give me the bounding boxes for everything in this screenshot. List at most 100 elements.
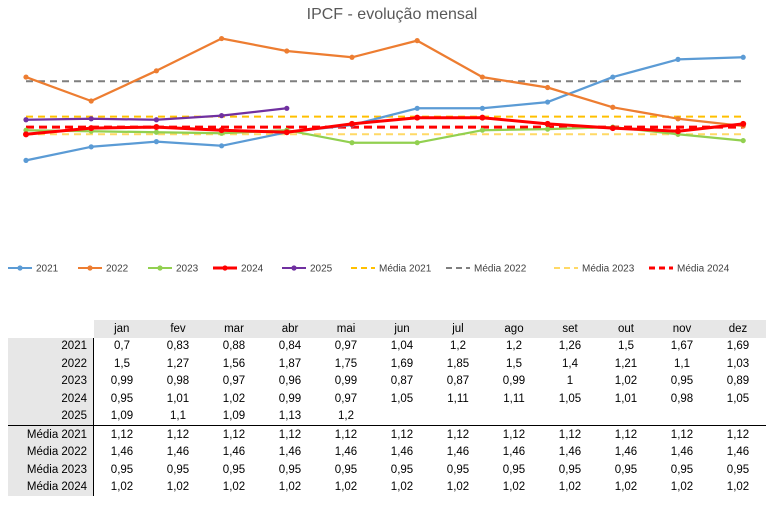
- table-cell: 1,4: [562, 357, 578, 370]
- table-cell: 1,12: [430, 425, 486, 444]
- table-cell: 0,97: [222, 375, 246, 388]
- table-cell: 0,95: [558, 463, 582, 476]
- table-cell: 1,69: [726, 340, 750, 353]
- row-label: 2021: [8, 337, 94, 355]
- column-header-set: set: [542, 320, 598, 338]
- column-header-jan: jan: [93, 320, 150, 338]
- table-cell: 1,04: [390, 340, 414, 353]
- table-cell: 1,56: [222, 357, 246, 370]
- table-cell: 0,87: [446, 375, 470, 388]
- table-cell: 1,02: [93, 478, 150, 496]
- table-cell: 1,11: [503, 392, 525, 405]
- table-cell: [486, 408, 542, 426]
- table-cell: 1,46: [726, 446, 750, 459]
- table-corner-cell: [8, 320, 94, 338]
- table-cell: 1,46: [558, 446, 582, 459]
- table-cell: 1,02: [166, 481, 190, 494]
- table-cell: 1,05: [726, 392, 750, 405]
- legend-item-2022: 2022: [78, 264, 129, 275]
- table-cell: 1,02: [222, 481, 246, 494]
- table-cell: 0,95: [726, 463, 750, 476]
- table-cell: 0,7: [93, 337, 150, 355]
- data-point-2022: [284, 48, 290, 54]
- data-point-2024: [218, 127, 225, 134]
- table-cell: 1,2: [506, 340, 522, 353]
- data-point-2021: [740, 54, 746, 60]
- data-point-2023: [740, 137, 746, 144]
- table-row: 2023 0,99 0,98 0,97 0,96 0,99 0,87 0,87 0,99 1 1,0…: [8, 372, 766, 390]
- data-point-2023: [23, 127, 29, 133]
- table-cell: 1,12: [150, 425, 206, 444]
- legend-item-m-dia-2023: Média 2023: [554, 264, 635, 275]
- table-cell: 1,85: [446, 357, 470, 370]
- series-line-2021: [25, 56, 744, 162]
- column-header-ago: ago: [486, 320, 542, 338]
- table-row: Média 2024 1,02 1,02 1,02 1,02 1,02 1,02 1,02 1,…: [8, 478, 766, 496]
- legend-label: Média 2024: [677, 264, 730, 275]
- table-cell: 1,46: [93, 443, 150, 461]
- table-cell: 1,46: [222, 446, 246, 459]
- table-cell: 1,69: [390, 357, 414, 370]
- data-point-2025: [88, 116, 94, 122]
- data-point-2024: [88, 125, 95, 132]
- table-cell: 0,99: [502, 375, 526, 388]
- data-point-2024: [283, 129, 290, 136]
- table-cell: 0,95: [502, 463, 526, 476]
- column-header-mai: mai: [318, 320, 374, 338]
- legend-label: 2025: [310, 264, 333, 275]
- table-cell: 1,1: [170, 410, 186, 423]
- table-cell: 0,95: [614, 463, 638, 476]
- table-cell: 1,12: [486, 425, 542, 444]
- table-cell: [654, 408, 710, 426]
- data-point-2022: [153, 68, 159, 74]
- table-cell: 0,95: [446, 463, 470, 476]
- data-point-2023: [479, 127, 485, 133]
- data-point-2022: [219, 35, 225, 42]
- legend-marker: [291, 265, 297, 271]
- table-cell: 0,95: [670, 463, 694, 476]
- legend-label: 2022: [106, 264, 129, 275]
- table-cell: 1,05: [558, 392, 582, 405]
- data-point-2025: [153, 117, 159, 123]
- data-point-2024: [479, 114, 486, 121]
- legend-marker: [17, 265, 23, 271]
- table-row: Média 2022 1,46 1,46 1,46 1,46 1,46 1,46 1,46 1,…: [8, 443, 766, 461]
- data-point-2021: [545, 99, 551, 105]
- table-cell: 0,95: [222, 463, 246, 476]
- legend-item-2024: 2024: [213, 264, 264, 275]
- data-point-2022: [23, 74, 29, 80]
- table-cell: 1,67: [670, 340, 694, 353]
- column-header-out: out: [598, 320, 654, 338]
- row-label: Média 2022: [8, 443, 94, 461]
- column-header-jun: jun: [374, 320, 430, 338]
- data-point-2025: [23, 117, 29, 123]
- table-cell: [598, 408, 654, 426]
- table-cell: 1,46: [166, 446, 190, 459]
- table-cell: 1,02: [390, 481, 414, 494]
- series-2025: [23, 105, 290, 123]
- data-point-2023: [545, 126, 551, 132]
- table-cell: 0,99: [93, 372, 150, 390]
- table-cell: 1,02: [614, 481, 638, 494]
- table-cell: 0,87: [390, 375, 414, 388]
- data-point-2025: [284, 105, 290, 111]
- row-label: 2024: [8, 390, 94, 408]
- table-cell: 1,05: [390, 392, 414, 405]
- table-cell: 1,11: [447, 392, 469, 405]
- column-header-nov: nov: [654, 320, 710, 338]
- data-point-2022: [610, 104, 616, 110]
- legend-label: 2021: [36, 264, 59, 275]
- legend-item-2023: 2023: [148, 264, 199, 275]
- legend-label: Média 2021: [379, 264, 432, 275]
- row-label: 2025: [8, 407, 94, 426]
- table-cell: 1,46: [334, 446, 358, 459]
- table-cell: 0,97: [334, 340, 358, 353]
- table-cell: 1,12: [710, 425, 766, 444]
- table-cell: 1,46: [502, 446, 526, 459]
- table-row: Média 2021 1,12 1,12 1,12 1,12 1,12 1,12 1,12 1,…: [8, 425, 766, 444]
- table-cell: 1,13: [278, 410, 302, 423]
- table-cell: 1,5: [506, 357, 522, 370]
- table-cell: 1,02: [278, 481, 302, 494]
- table-cell: 1,01: [166, 392, 190, 405]
- table-cell: 1,46: [446, 446, 470, 459]
